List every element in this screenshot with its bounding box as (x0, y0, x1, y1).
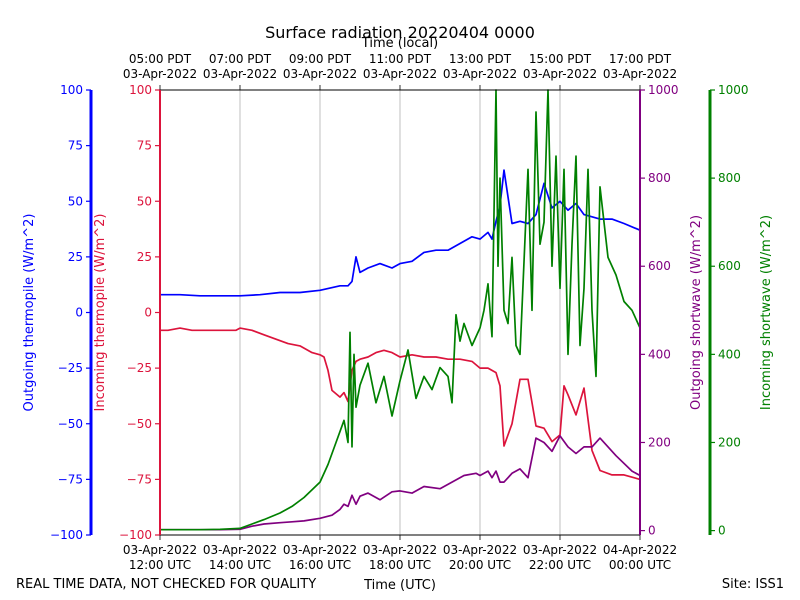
x-tick-label-utc: 12:00 UTC (129, 558, 191, 572)
x-tick-label-utc: 00:00 UTC (609, 558, 671, 572)
series-line-outgoing_shortwave (160, 435, 641, 531)
y-tick-label: 50 (137, 194, 152, 208)
y-tick-label: 0 (144, 306, 152, 320)
y-tick-label: 25 (137, 250, 152, 264)
y-tick-label: 200 (718, 435, 741, 449)
x-tick-label-date: 03-Apr-2022 (203, 543, 277, 557)
y-tick-label: −100 (119, 528, 152, 542)
y-tick-label: −50 (127, 417, 152, 431)
x-tick-label-date: 04-Apr-2022 (603, 543, 677, 557)
plot-series (160, 89, 641, 531)
x-tick-label-utc: 20:00 UTC (449, 558, 511, 572)
vertical-gridlines (239, 90, 561, 535)
y-tick-label: −50 (58, 417, 83, 431)
top-tick-label-date: 03-Apr-2022 (523, 67, 597, 81)
y-tick-label: 400 (718, 347, 741, 361)
y-tick-label: 0 (75, 306, 83, 320)
y-tick-label: 25 (68, 250, 83, 264)
y-tick-label: −25 (58, 361, 83, 375)
y-tick-label: 1000 (648, 83, 679, 97)
top-tick-label-date: 03-Apr-2022 (283, 67, 357, 81)
footer-right-site: Site: ISS1 (722, 577, 784, 592)
axis-label-outgoing_thermopile: Outgoing thermopile (W/m^2) (22, 214, 37, 412)
top-tick-label-local-time: 17:00 PDT (609, 52, 672, 66)
top-tick-label-date: 03-Apr-2022 (203, 67, 277, 81)
x-axis-label: Time (UTC) (363, 578, 436, 593)
axis-label-incoming_thermopile: Incoming thermopile (W/m^2) (93, 214, 108, 412)
x-tick-label-date: 03-Apr-2022 (363, 543, 437, 557)
top-tick-label-local-time: 09:00 PDT (289, 52, 352, 66)
top-tick-label-local-time: 11:00 PDT (369, 52, 432, 66)
top-axis-label: Time (local) (361, 36, 438, 51)
y-tick-label: 0 (718, 524, 726, 538)
x-tick-label-utc: 18:00 UTC (369, 558, 431, 572)
y-tick-label: 600 (648, 259, 671, 273)
y-tick-label: 800 (718, 171, 741, 185)
top-tick-label-local-time: 15:00 PDT (529, 52, 592, 66)
x-tick-label-utc: 14:00 UTC (209, 558, 271, 572)
y-tick-label: 100 (60, 83, 83, 97)
y-tick-label: 50 (68, 194, 83, 208)
x-tick-label-utc: 16:00 UTC (289, 558, 351, 572)
top-tick-label-local-time: 05:00 PDT (129, 52, 192, 66)
top-tick-label-date: 03-Apr-2022 (123, 67, 197, 81)
y-tick-label: −75 (127, 472, 152, 486)
top-tick-label-date: 03-Apr-2022 (603, 67, 677, 81)
x-tick-label-date: 03-Apr-2022 (523, 543, 597, 557)
y-tick-label: 75 (137, 139, 152, 153)
y-tick-label: 75 (68, 139, 83, 153)
top-tick-label-local-time: 07:00 PDT (209, 52, 272, 66)
y-tick-label: 0 (648, 524, 656, 538)
y-tick-label: 400 (648, 347, 671, 361)
top-tick-label-local-time: 13:00 PDT (449, 52, 512, 66)
series-line-incoming_thermopile (160, 327, 641, 481)
y-axes: −100 −75 −50 −25 0 25 50 75 100 Outgoing thermopi… (22, 83, 774, 542)
y-tick-label: −75 (58, 472, 83, 486)
axis-label-outgoing_shortwave: Outgoing shortwave (W/m^2) (689, 215, 704, 410)
x-tick-label-date: 03-Apr-2022 (443, 543, 517, 557)
x-tick-label-date: 03-Apr-2022 (123, 543, 197, 557)
y-tick-label: −25 (127, 361, 152, 375)
top-tick-label-date: 03-Apr-2022 (443, 67, 517, 81)
series-line-incoming_shortwave (160, 89, 641, 531)
x-tick-label-utc: 22:00 UTC (529, 558, 591, 572)
footer-left-note: REAL TIME DATA, NOT CHECKED FOR QUALITY (16, 577, 316, 592)
y-tick-label: 1000 (718, 83, 749, 97)
y-tick-label: 100 (129, 83, 152, 97)
y-tick-label: −100 (50, 528, 83, 542)
y-tick-label: 800 (648, 171, 671, 185)
y-tick-label: 600 (718, 259, 741, 273)
y-tick-label: 200 (648, 435, 671, 449)
chart-title: Surface radiation 20220404 0000 (265, 23, 535, 42)
axis-label-incoming_shortwave: Incoming shortwave (W/m^2) (759, 215, 774, 410)
x-tick-label-date: 03-Apr-2022 (283, 543, 357, 557)
top-tick-label-date: 03-Apr-2022 (363, 67, 437, 81)
